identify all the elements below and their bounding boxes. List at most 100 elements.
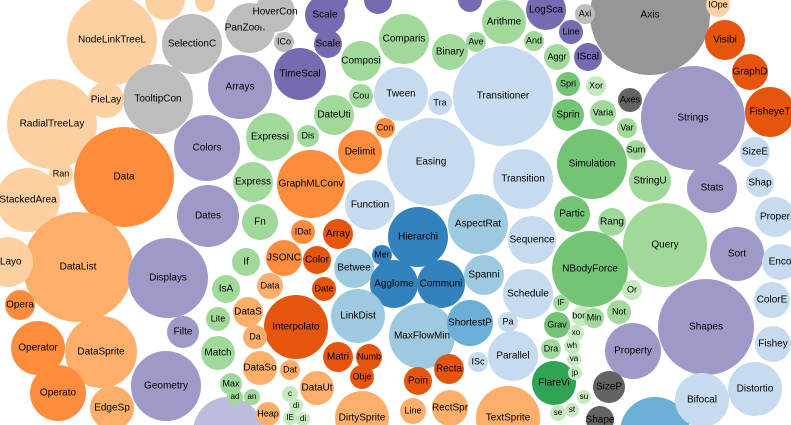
bubble-label: Ave (468, 36, 483, 46)
bubble (242, 204, 278, 240)
bubble-label: Strings (677, 113, 708, 124)
bubble (577, 390, 591, 404)
bubble (755, 197, 791, 237)
bubble-label: di (300, 414, 306, 423)
bubble-label: Poin (408, 376, 428, 387)
bubble (598, 208, 626, 236)
bubble-label: Stats (701, 183, 724, 194)
bubble (705, 20, 745, 60)
bubble (193, 397, 263, 425)
bubble-label: And (526, 35, 542, 45)
bubble-label: DataUt (301, 383, 332, 394)
bubble (23, 212, 133, 322)
bubble (541, 339, 561, 359)
bubble-label: Interpolato (272, 322, 320, 333)
bubble-label: Ran (53, 168, 70, 178)
bubble-label: Schedule (507, 289, 549, 300)
bubble-label: FisheyeT (749, 107, 790, 118)
bubble-label: Operator (18, 343, 58, 354)
bubble-label: c (288, 389, 292, 398)
bubble (567, 352, 581, 366)
bubble-label: RadialTreeLay (20, 119, 85, 130)
bubble-label: Shapes (689, 322, 723, 333)
bubble (227, 389, 243, 405)
bubble (331, 289, 385, 343)
bubble (493, 149, 553, 209)
bubble-label: Matri (327, 352, 349, 363)
bubble-label: Easing (416, 157, 447, 168)
bubble (574, 43, 602, 71)
bubble (88, 82, 124, 118)
bubble-label: Mer (374, 249, 390, 259)
bubble-label: Da (249, 331, 261, 341)
bubble-label: Betwee (337, 263, 371, 274)
bubble-label: Geometry (144, 381, 188, 392)
bubble-label: Arrays (226, 82, 255, 93)
bubble-label: Rang (600, 217, 624, 228)
bubble-label: Hierarchi (398, 232, 438, 243)
bubble-label: RectSpr (432, 403, 469, 414)
bubble-label: Obje (352, 371, 371, 381)
bubble-label: su (580, 392, 588, 401)
bubble-label: IDat (295, 226, 312, 236)
bubble-label: Or (627, 284, 637, 294)
bubble-label: se (554, 408, 563, 417)
bubble (274, 48, 326, 100)
bubble (623, 203, 707, 287)
bubble-label: Filte (174, 327, 193, 338)
bubble-label: DataList (60, 262, 97, 273)
bubble-label: Shap (748, 178, 772, 189)
bubble-label: Match (204, 348, 231, 359)
bubble (350, 365, 374, 389)
bubble (131, 351, 201, 421)
bubble-label: Dis (302, 130, 315, 140)
bubble-label: an (248, 392, 257, 401)
bubble (233, 162, 273, 202)
bubble (593, 371, 625, 403)
bubble (447, 300, 493, 346)
bubble-label: Comparis (383, 34, 426, 45)
bubble (277, 150, 345, 218)
bubble (233, 297, 263, 327)
bubble-label: Enco (769, 257, 791, 268)
bubble-label: ShortestP (448, 318, 492, 329)
bubble (206, 307, 230, 331)
bubble-label: Delimit (345, 147, 376, 158)
bubble (590, 100, 616, 126)
bubble-label: Array (326, 229, 350, 240)
bubble (755, 326, 791, 362)
bubble (297, 125, 319, 147)
bubble-label: Data (260, 280, 279, 290)
bubble-label: Sort (728, 249, 747, 260)
bubble (5, 290, 35, 320)
bubble-label: Fn (254, 217, 266, 228)
bubble-label: GraphD (732, 67, 767, 78)
bubble-label: Min (587, 312, 602, 322)
bubble (586, 406, 614, 425)
bubble-label: Dat (283, 364, 298, 374)
bubble (323, 219, 353, 249)
bubble (65, 316, 137, 388)
bubble-label: Pa (502, 316, 513, 326)
bubble-label: oLayo (0, 257, 22, 268)
bubble-label: Grav (547, 319, 567, 329)
bubble (622, 280, 642, 300)
bubble-label: If (243, 257, 249, 268)
bubble (312, 277, 336, 301)
bubble (345, 180, 395, 230)
bubble-label: Parallel (496, 351, 529, 362)
bubble (745, 87, 791, 137)
bubble-label: Data (113, 172, 135, 183)
bubble (417, 260, 465, 308)
bubble-label: ad (231, 392, 240, 401)
bubble-label: Date (314, 283, 333, 293)
bubble-label: Axi (579, 8, 592, 18)
bubble (754, 282, 790, 318)
bubble-label: Property (614, 346, 652, 357)
bubble (553, 295, 569, 311)
bubble (544, 44, 570, 70)
bubble (498, 312, 518, 332)
bubble-label: Shape (586, 415, 615, 425)
bubble (629, 160, 671, 202)
